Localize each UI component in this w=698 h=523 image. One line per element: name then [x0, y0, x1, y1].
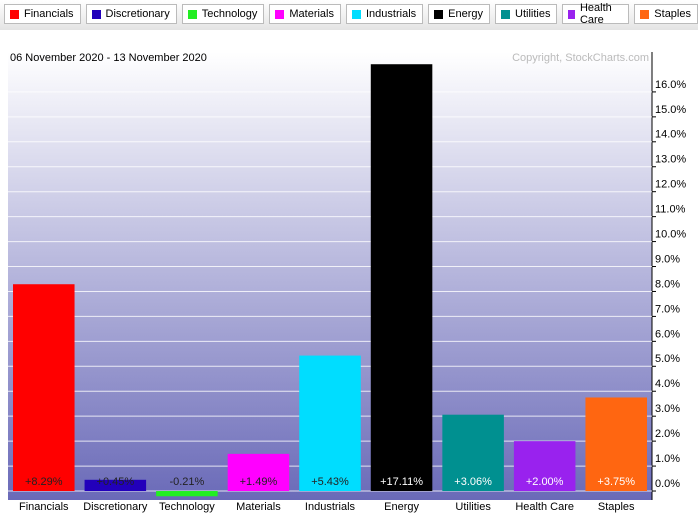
- value-label: +2.00%: [526, 476, 564, 488]
- bar: [370, 64, 433, 492]
- value-label: +3.06%: [454, 476, 492, 488]
- legend-item[interactable]: Utilities: [495, 4, 558, 24]
- value-label: +17.11%: [380, 476, 423, 488]
- y-tick-label: 16.0%: [655, 79, 686, 91]
- y-tick-label: 12.0%: [655, 179, 686, 191]
- legend-item[interactable]: Industrials: [346, 4, 424, 24]
- x-tick-label: Energy: [384, 501, 419, 513]
- value-label: +8.29%: [25, 476, 63, 488]
- value-label: +1.49%: [240, 476, 278, 488]
- x-tick-label: Materials: [236, 501, 281, 513]
- legend-swatch: [275, 9, 285, 19]
- legend-swatch: [10, 9, 19, 19]
- bar: [513, 441, 576, 492]
- bar: [84, 479, 147, 492]
- legend-item[interactable]: Materials: [269, 4, 341, 24]
- y-tick-label: 11.0%: [655, 204, 686, 216]
- x-tick-label: Discretionary: [83, 501, 148, 513]
- legend-label: Utilities: [515, 8, 551, 20]
- y-tick-label: 10.0%: [655, 228, 686, 240]
- y-tick-label: 3.0%: [655, 403, 680, 415]
- x-tick-label: Utilities: [455, 501, 491, 513]
- legend-swatch: [91, 9, 101, 19]
- bar: [299, 355, 361, 492]
- y-tick-label: 0.0%: [655, 478, 680, 490]
- legend-label: Industrials: [366, 8, 417, 20]
- bar: [442, 414, 504, 492]
- legend-swatch: [501, 9, 510, 19]
- x-tick-label: Technology: [159, 501, 215, 513]
- x-tick-label: Health Care: [515, 501, 574, 513]
- legend-swatch: [568, 9, 575, 19]
- legend-label: Staples: [654, 8, 691, 20]
- y-tick-label: 1.0%: [655, 453, 680, 465]
- legend-label: Health Care: [579, 2, 612, 26]
- bar: [156, 491, 218, 497]
- y-tick-label: 6.0%: [655, 328, 680, 340]
- y-tick-label: 2.0%: [655, 428, 680, 440]
- y-tick-label: 4.0%: [655, 378, 680, 390]
- legend-item[interactable]: Discretionary: [85, 4, 177, 24]
- legend-label: Financials: [24, 8, 74, 20]
- bar: [227, 453, 290, 492]
- legend-swatch: [352, 9, 361, 19]
- bar: [585, 397, 647, 492]
- x-tick-label: Staples: [598, 501, 635, 513]
- x-tick-label: Industrials: [305, 501, 356, 513]
- bar: [13, 284, 75, 492]
- legend-label: Energy: [448, 8, 483, 20]
- value-label: +3.75%: [597, 476, 635, 488]
- y-tick-label: 14.0%: [655, 129, 686, 141]
- value-label: -0.21%: [169, 476, 204, 488]
- y-tick-label: 5.0%: [655, 353, 680, 365]
- legend-item[interactable]: Health Care: [562, 2, 630, 26]
- y-tick-label: 13.0%: [655, 154, 686, 166]
- legend-swatch: [640, 9, 650, 19]
- legend-label: Discretionary: [105, 8, 170, 20]
- legend-label: Technology: [201, 8, 258, 20]
- y-tick-label: 9.0%: [655, 253, 680, 265]
- legend-item[interactable]: Energy: [428, 4, 490, 24]
- legend: Financials Discretionary Technology Materia…: [0, 0, 698, 30]
- value-label: +5.43%: [311, 476, 349, 488]
- legend-item[interactable]: Financials: [4, 4, 81, 24]
- legend-swatch: [434, 9, 444, 19]
- y-tick-label: 7.0%: [655, 303, 680, 315]
- y-tick-label: 8.0%: [655, 278, 680, 290]
- value-label: +0.45%: [97, 476, 135, 488]
- copyright: Copyright, StockCharts.com: [512, 52, 649, 64]
- legend-item[interactable]: Technology: [181, 4, 265, 24]
- legend-label: Materials: [289, 8, 334, 20]
- y-tick-label: 15.0%: [655, 104, 686, 116]
- subtitle: 06 November 2020 - 13 November 2020: [10, 52, 207, 64]
- legend-swatch: [187, 9, 197, 19]
- x-tick-label: Financials: [19, 501, 69, 513]
